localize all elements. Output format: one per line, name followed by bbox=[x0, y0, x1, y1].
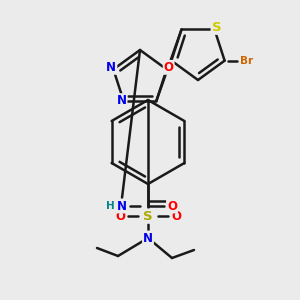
Text: O: O bbox=[164, 61, 174, 74]
Text: S: S bbox=[143, 209, 153, 223]
Text: O: O bbox=[115, 209, 125, 223]
Text: O: O bbox=[171, 209, 181, 223]
Text: N: N bbox=[116, 94, 127, 107]
Text: O: O bbox=[167, 200, 177, 212]
Text: N: N bbox=[143, 232, 153, 244]
Text: Br: Br bbox=[240, 56, 253, 66]
Text: N: N bbox=[117, 200, 127, 212]
Text: H: H bbox=[106, 201, 114, 211]
Text: N: N bbox=[106, 61, 116, 74]
Text: S: S bbox=[212, 21, 221, 34]
